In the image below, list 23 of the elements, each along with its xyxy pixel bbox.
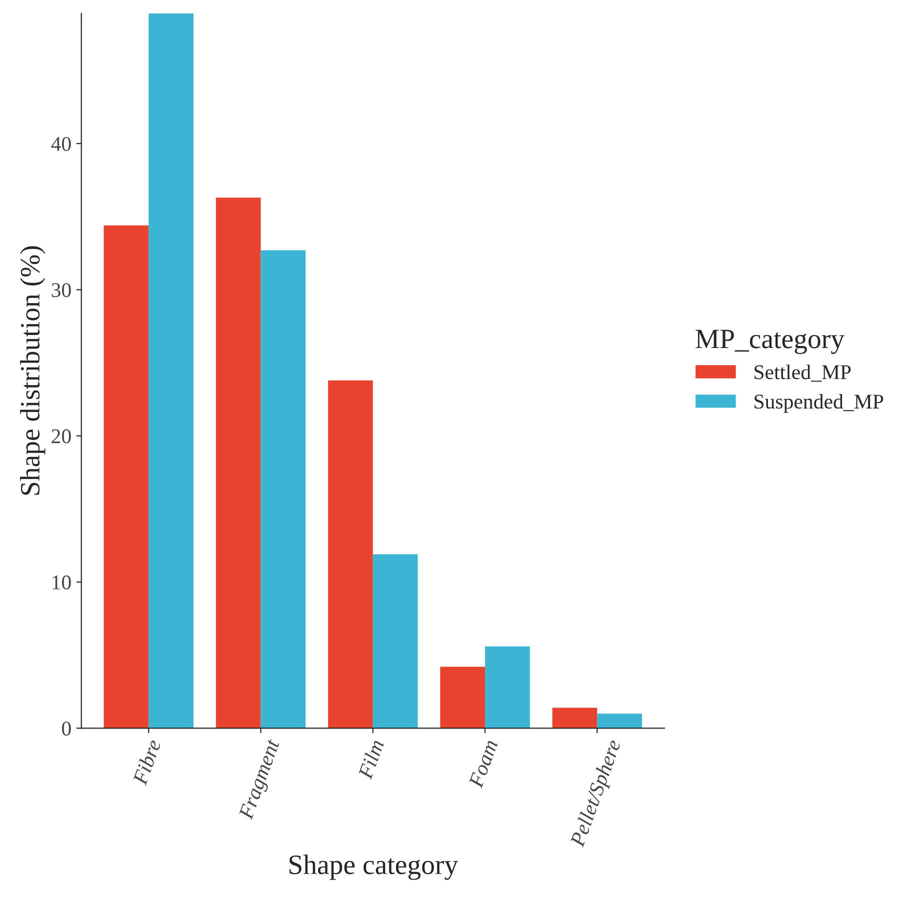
- y-tick-label: 20: [52, 429, 71, 444]
- x-tick-label: Foam: [468, 739, 498, 789]
- y-tick-label: 0: [62, 722, 71, 736]
- bar: [104, 225, 149, 728]
- bar: [372, 554, 418, 728]
- bar: [440, 666, 486, 728]
- bar: [148, 13, 194, 728]
- y-tick-label: 40: [51, 136, 71, 151]
- y-tick-label: 10: [52, 575, 71, 590]
- y-axis-title: Shape distribution (%): [20, 246, 46, 495]
- bar: [260, 250, 306, 728]
- bar: [597, 714, 642, 728]
- legend-label: Suspended_MP: [754, 394, 884, 413]
- bar: [485, 646, 530, 728]
- bar: [216, 198, 261, 728]
- y-tick-label: 30: [52, 283, 71, 298]
- bar: [328, 380, 373, 728]
- x-tick-label: Fibre: [132, 738, 162, 786]
- x-tick-label: Film: [357, 738, 384, 780]
- legend-title: MP_category: [696, 330, 844, 354]
- legend-label: Settled_MP: [754, 364, 851, 382]
- bar: [552, 708, 598, 728]
- x-axis-title: Shape category: [290, 854, 458, 880]
